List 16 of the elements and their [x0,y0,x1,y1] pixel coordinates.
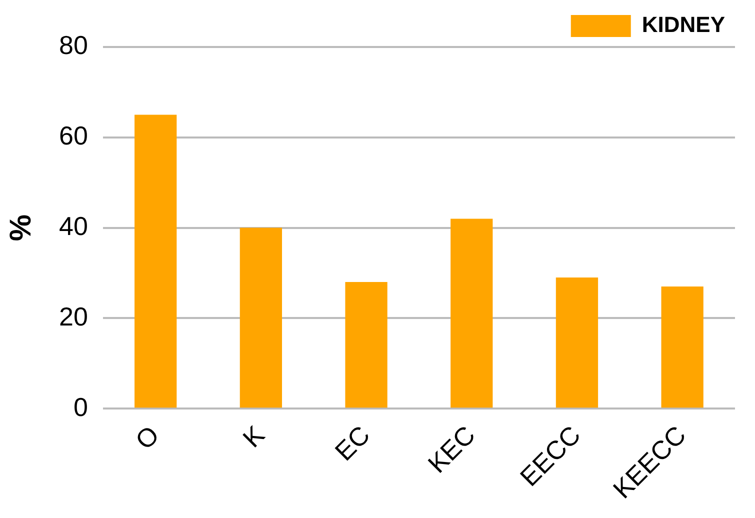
bar [450,218,493,408]
legend-label: KIDNEY [642,12,726,38]
y-tick-label: 40 [59,210,88,241]
y-tick-label: 80 [59,30,88,60]
bar [345,282,388,408]
bar [661,286,704,408]
y-tick-label: 0 [73,392,88,422]
bar [134,114,177,408]
bar [556,278,598,408]
x-tick-label: K [236,419,271,454]
y-axis-title: % [4,214,38,242]
x-tick-label: EC [328,420,376,466]
x-tick-label: O [129,420,165,456]
bar [240,228,282,408]
y-tick-label: 20 [59,301,88,332]
y-tick-label: 60 [59,120,88,151]
